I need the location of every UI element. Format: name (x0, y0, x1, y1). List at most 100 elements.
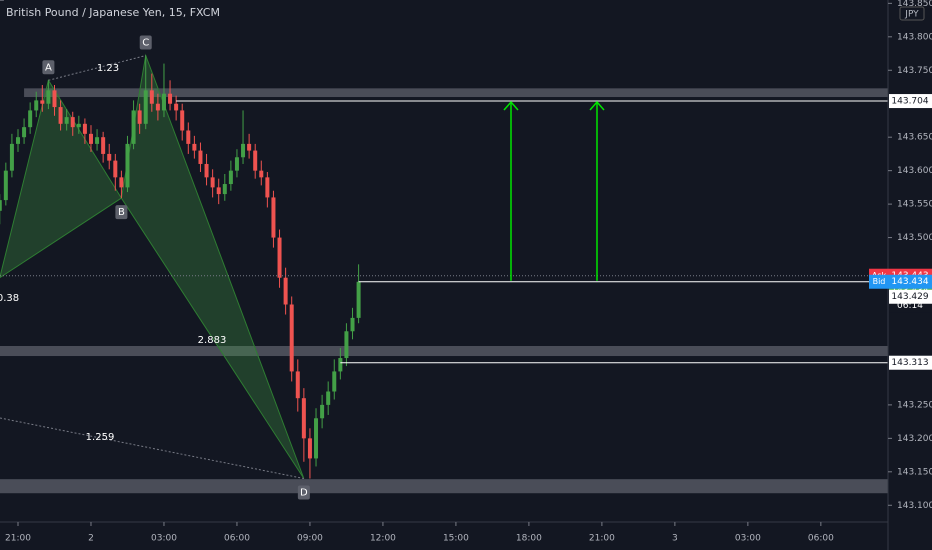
pattern-point-box (139, 35, 152, 50)
candle-body (113, 160, 118, 178)
zone (0, 345, 888, 357)
pattern-point-box (42, 60, 55, 75)
candle-body (131, 110, 136, 144)
candle-body (356, 281, 361, 318)
candle-body (265, 177, 270, 198)
candle-body (234, 157, 239, 171)
candle-body (0, 200, 2, 211)
x-tick-label: 3 (672, 534, 678, 544)
candle-body (34, 100, 39, 111)
target-arrowhead (503, 100, 519, 111)
price-tag-value: 143.429 (891, 292, 928, 302)
price-tag-label: 06:14 (897, 301, 923, 311)
price-tag (889, 289, 932, 304)
candle-body (344, 331, 349, 359)
plot-area: A B C D (0, 35, 888, 500)
y-tick-label: 143.600 (897, 166, 932, 176)
candle-body (307, 438, 312, 459)
pattern-point-box (115, 205, 128, 220)
currency: JPY (904, 10, 919, 20)
ratio-label: 0.38 (0, 293, 19, 304)
candle-body (40, 100, 45, 104)
ratio-label: 1.259 (86, 432, 115, 443)
candle-body (259, 170, 264, 178)
y-tick-label: 143.150 (897, 467, 932, 477)
candle-body (314, 418, 319, 459)
candle-body (180, 110, 185, 131)
pattern-point-label: A (45, 62, 52, 73)
ratio-label: 2.883 (198, 335, 227, 346)
price-tag-value: 143.704 (891, 97, 928, 107)
candle-body (204, 163, 209, 178)
candle-body (192, 143, 197, 151)
x-tick-label: 03:00 (735, 534, 761, 544)
candle-body (253, 150, 258, 171)
candle-body (174, 103, 179, 111)
candle-body (338, 358, 343, 372)
currency-box (899, 6, 925, 21)
candle-body (332, 371, 337, 392)
y-tick-label: 143.250 (897, 400, 932, 410)
x-tick-label: 12:00 (370, 534, 396, 544)
candle-body (301, 398, 306, 439)
candle-body (186, 130, 191, 144)
candle-body (101, 137, 106, 154)
target-arrowhead (589, 100, 605, 111)
zone (24, 88, 888, 98)
x-tick-label: 15:00 (443, 534, 469, 544)
ratio-box (0, 0, 4, 1)
candle-body (320, 404, 325, 419)
y-tick-label: 143.100 (897, 501, 932, 511)
x-tick-label: 2 (88, 534, 94, 544)
price-tag (889, 355, 932, 370)
candle-body (155, 103, 160, 111)
y-tick-label: 143.650 (897, 133, 932, 143)
price-tag (889, 94, 932, 109)
y-tick-label: 143.850 (897, 0, 932, 9)
candle-body (149, 90, 154, 104)
zone (0, 479, 888, 494)
candle-body (241, 143, 246, 158)
candle-body (70, 117, 75, 128)
candle-body (107, 153, 112, 161)
ratio-label: 1.23 (97, 63, 119, 74)
candle-body (143, 90, 148, 124)
price-tag (889, 274, 932, 289)
candle-body (22, 127, 27, 138)
candle-body (52, 90, 57, 108)
y-tick-label: 143.800 (897, 32, 932, 42)
pattern-point-label: D (300, 488, 308, 499)
candle-body (247, 143, 252, 151)
x-tick-label: 21:00 (5, 534, 31, 544)
pattern-point-label: C (142, 38, 149, 49)
x-tick-label: 09:00 (297, 534, 323, 544)
candle-body (95, 137, 100, 144)
candle-body (15, 137, 20, 144)
y-tick-label: 143.550 (897, 200, 932, 210)
candle-body (283, 277, 288, 305)
candle-body (222, 184, 227, 195)
price-tag-value: 143.313 (891, 358, 928, 368)
candle-body (168, 93, 173, 104)
x-tick-label: 18:00 (516, 534, 542, 544)
candle-body (76, 123, 81, 128)
candle-body (295, 371, 300, 399)
price-tag-value: 143.434 (891, 277, 928, 287)
candle-body (88, 133, 93, 144)
x-tick-label: 06:00 (224, 534, 250, 544)
candle-body (228, 170, 233, 185)
candle-body (277, 237, 282, 278)
y-tick-label: 143.500 (897, 233, 932, 243)
candle-body (137, 110, 142, 124)
y-tick-label: 143.750 (897, 66, 932, 76)
price-tag-label: Bid (873, 277, 886, 286)
chart-title: British Pound / Japanese Yen, 15, FXCM (6, 6, 220, 19)
price-tag-side (869, 274, 889, 289)
candle-body (64, 117, 69, 124)
candle-body (326, 391, 331, 405)
candle-body (82, 123, 87, 134)
candle-body (28, 110, 33, 128)
y-tick-label: 143.200 (897, 434, 932, 444)
candle-body (216, 187, 221, 195)
